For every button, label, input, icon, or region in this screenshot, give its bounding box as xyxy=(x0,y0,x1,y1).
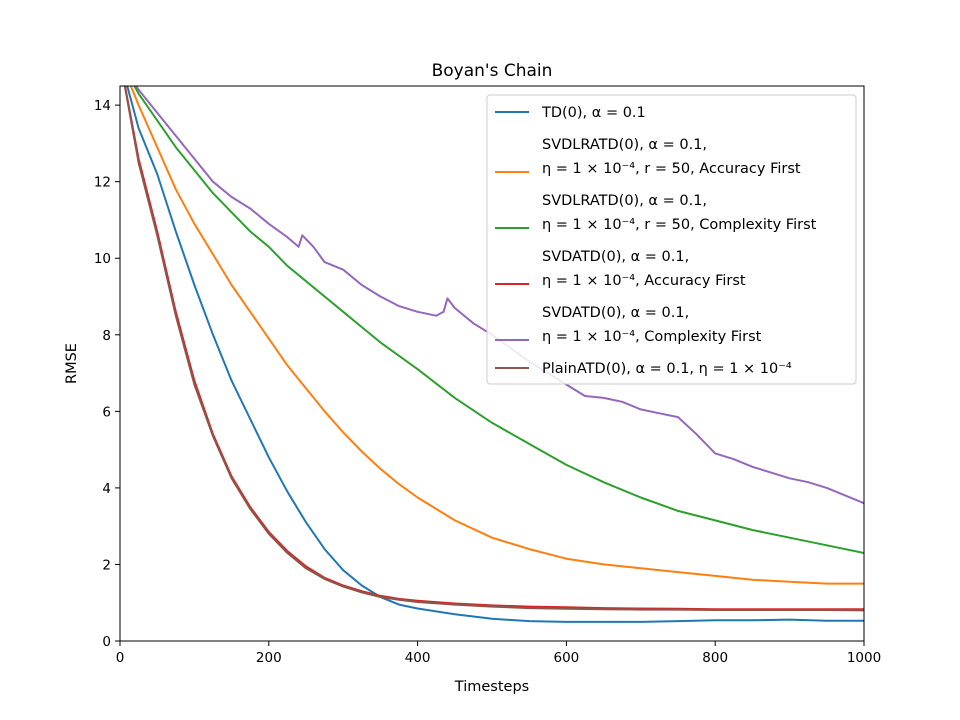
plot-frame xyxy=(119,85,865,642)
y-tick-label: 14 xyxy=(94,98,111,114)
x-axis: 0 200 400 600 800 1000 xyxy=(116,641,881,666)
legend-label-4: η = 1 × 10⁻⁴, Accuracy First xyxy=(542,273,746,289)
y-tick-label: 6 xyxy=(102,404,111,420)
series-line-2 xyxy=(129,86,864,585)
y-tick-label: 2 xyxy=(102,557,111,573)
x-tick-label: 200 xyxy=(256,650,282,666)
legend: TD(0), α = 0.1 SVDLRATD(0), α = 0.1, η = 1… xyxy=(486,94,857,385)
y-tick-label: 10 xyxy=(94,251,111,267)
series-line-3 xyxy=(133,86,864,554)
series-line-5 xyxy=(135,86,864,505)
y-tick-label: 0 xyxy=(102,634,111,650)
chart-title: Boyan's Chain xyxy=(432,61,553,81)
legend-frame xyxy=(486,94,857,385)
legend-label-1: TD(0), α = 0.1 xyxy=(541,105,646,121)
y-tick-label: 4 xyxy=(102,481,111,497)
legend-label-3: SVDLRATD(0), α = 0.1, xyxy=(542,193,707,209)
x-tick-label: 800 xyxy=(702,650,728,666)
legend-label-2: SVDLRATD(0), α = 0.1, xyxy=(542,137,707,153)
x-axis-label: Timesteps xyxy=(454,679,529,695)
legend-label-4: SVDATD(0), α = 0.1, xyxy=(542,249,689,265)
x-tick-label: 400 xyxy=(405,650,431,666)
legend-label-6: PlainATD(0), α = 0.1, η = 1 × 10⁻⁴ xyxy=(542,361,792,377)
x-tick-label: 0 xyxy=(116,650,125,666)
x-tick-label: 600 xyxy=(554,650,580,666)
y-axis-label: RMSE xyxy=(64,343,80,384)
legend-label-2: η = 1 × 10⁻⁴, r = 50, Accuracy First xyxy=(542,161,801,177)
legend-label-3: η = 1 × 10⁻⁴, r = 50, Complexity First xyxy=(542,217,817,233)
y-tick-label: 12 xyxy=(94,175,111,191)
legend-label-5: SVDATD(0), α = 0.1, xyxy=(542,305,689,321)
y-axis: 0 2 4 6 8 10 12 14 xyxy=(94,98,120,650)
series-line-6 xyxy=(123,86,864,612)
y-tick-label: 8 xyxy=(102,328,111,344)
legend-label-5: η = 1 × 10⁻⁴, Complexity First xyxy=(542,329,762,345)
x-tick-label: 1000 xyxy=(847,650,881,666)
series-layer xyxy=(123,86,864,623)
